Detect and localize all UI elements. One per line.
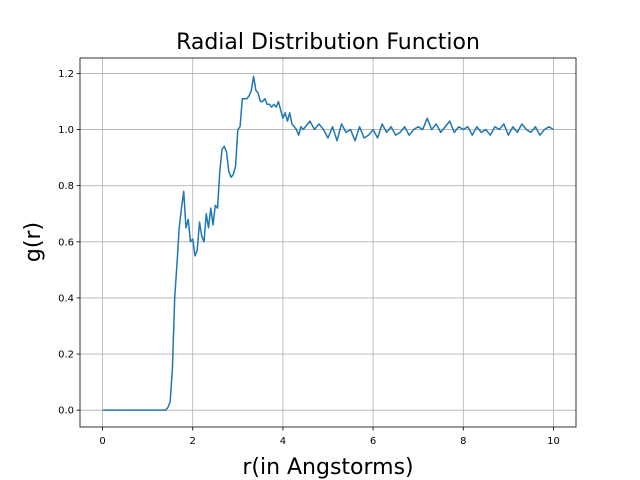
y-axis-label: g(r): [21, 222, 46, 262]
y-tick-label: 0.8: [58, 181, 74, 192]
y-tick-label: 0.0: [58, 406, 74, 417]
y-tick-label: 1.2: [58, 69, 74, 80]
y-tick-label: 0.4: [58, 293, 74, 304]
x-tick-label: 10: [547, 436, 560, 447]
x-tick-label: 2: [190, 436, 196, 447]
x-tick-label: 0: [99, 436, 105, 447]
data-line: [102, 75, 554, 411]
y-tick-label: 0.2: [58, 350, 74, 361]
x-tick-label: 6: [370, 436, 376, 447]
y-tick-label: 0.6: [58, 237, 74, 248]
x-axis-label: r(in Angstorms): [242, 455, 413, 480]
plot-frame: [79, 57, 577, 428]
x-tick-label: 8: [460, 436, 466, 447]
x-tick-label: 4: [280, 436, 286, 447]
chart-title: Radial Distribution Function: [176, 30, 480, 55]
y-tick-label: 1.0: [58, 125, 74, 136]
